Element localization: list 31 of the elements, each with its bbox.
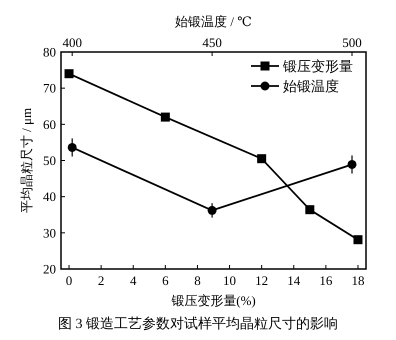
x-tick-label: 10 [223, 273, 236, 288]
y-tick-label: 70 [43, 80, 56, 96]
x2-tick-label: 500 [342, 35, 362, 50]
point [257, 154, 266, 164]
x-tick-label: 6 [162, 273, 170, 288]
x-tick-label: 0 [66, 273, 72, 288]
y-axis-title: 平均晶粒尺寸 / μm [19, 108, 34, 214]
caption: 图 3 锻造工艺参数对试样平均晶粒尺寸的影响 [58, 316, 338, 332]
x-tick-label: 2 [98, 273, 104, 288]
point [353, 235, 362, 244]
point [64, 69, 74, 78]
x-tick-label: 4 [130, 273, 137, 288]
y-tick-label: 40 [43, 189, 56, 204]
legend-label: 锻压变形量 [282, 58, 353, 75]
point [160, 112, 170, 122]
x2-tick-label: 450 [202, 35, 222, 50]
x2-tick-label: 400 [62, 35, 82, 50]
x-tick-label: 12 [255, 273, 268, 288]
point [305, 205, 314, 214]
y-tick-label: 60 [43, 116, 56, 132]
x-axis-title: 锻压变形量(%) [170, 293, 256, 308]
legend-label: 始锻温度 [283, 78, 339, 95]
y-tick-label: 20 [43, 262, 56, 277]
x-tick-label: 16 [319, 273, 333, 288]
y-tick-label: 50 [43, 153, 56, 168]
x-tick-label: 14 [287, 273, 301, 288]
x-tick-label: 18 [351, 273, 364, 288]
x-tick-label: 8 [194, 273, 201, 288]
y-tick-label: 80 [43, 44, 56, 60]
x2-axis-title: 始锻温度 / ℃ [175, 14, 252, 29]
y-tick-label: 30 [43, 225, 56, 240]
